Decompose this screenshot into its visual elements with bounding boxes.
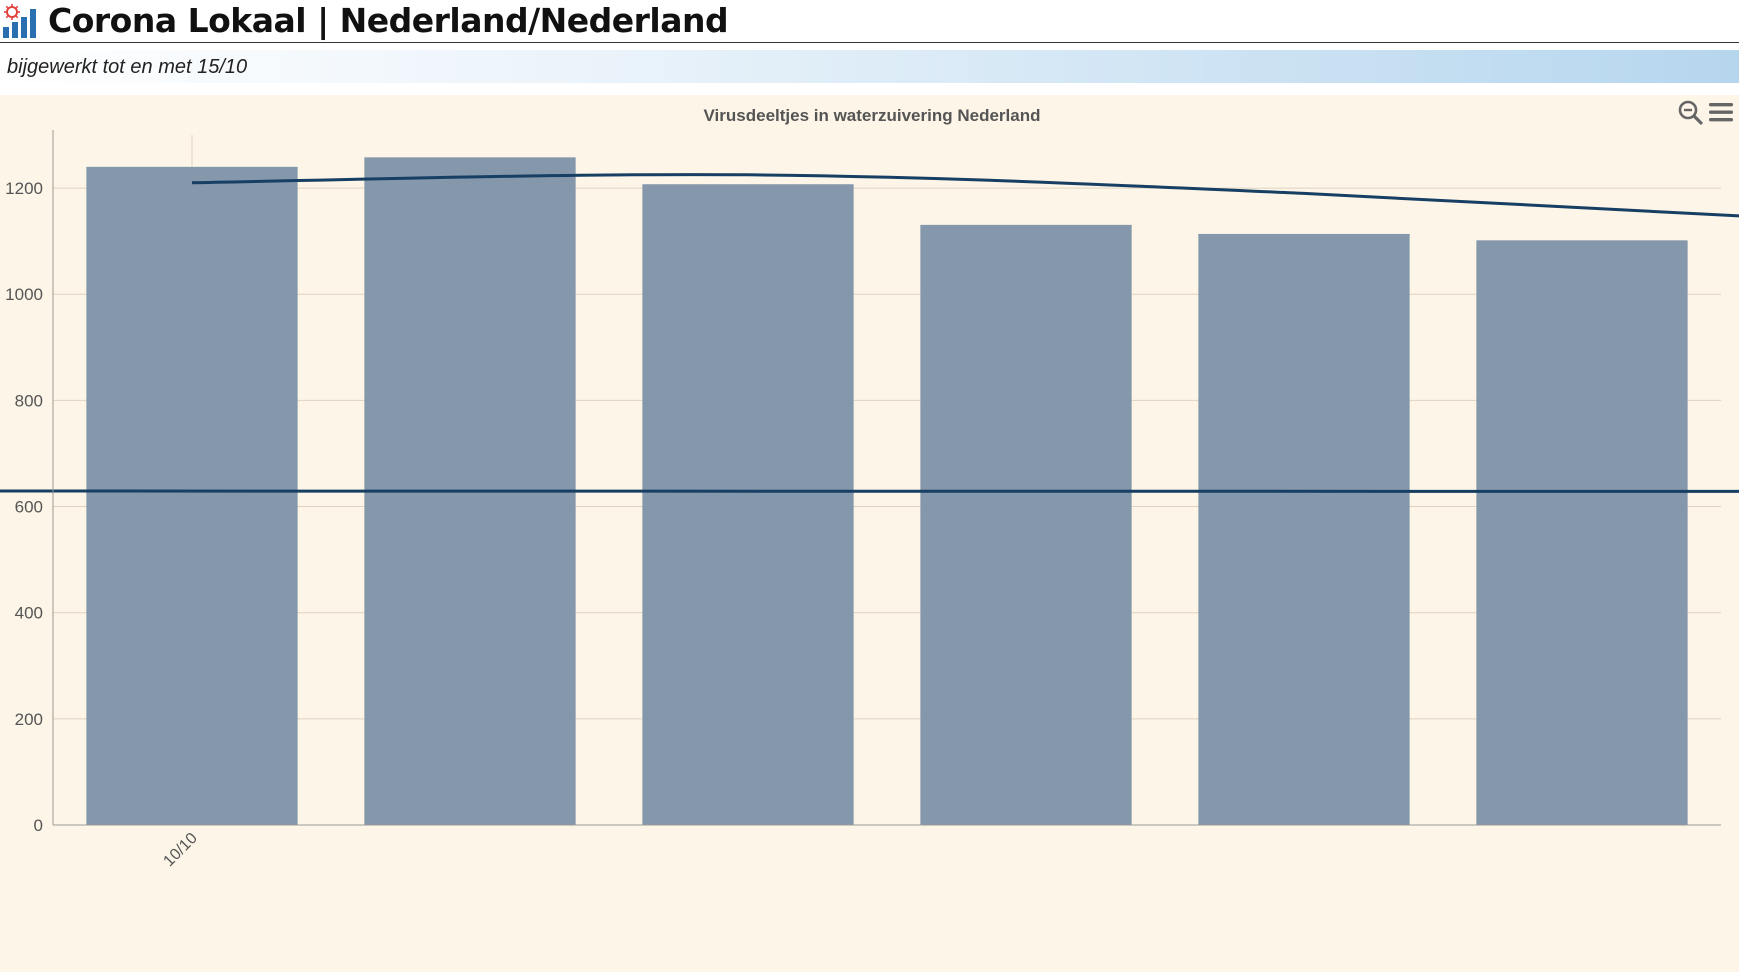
bar-mark — [86, 166, 298, 825]
y-tick-label: 1000 — [5, 285, 43, 304]
chart-container: Virusdeeltjes in waterzuivering Nederlan… — [0, 95, 1739, 972]
bar-series — [86, 157, 1688, 826]
bar-mark — [1198, 233, 1410, 825]
y-tick-label: 800 — [15, 391, 43, 410]
y-tick-label: 200 — [15, 710, 43, 729]
y-tick-label: 1200 — [5, 179, 43, 198]
update-date-label: bijgewerkt tot en met 15/10 — [7, 56, 248, 78]
page-title: Corona Lokaal | Nederland/Nederland — [48, 1, 729, 40]
hamburger-menu-icon[interactable] — [1709, 103, 1733, 122]
virus-chart: Virusdeeltjes in waterzuivering Nederlan… — [0, 100, 1739, 870]
bar-mark — [920, 224, 1132, 826]
y-tick-label: 400 — [15, 604, 43, 623]
y-tick-label: 0 — [34, 816, 43, 835]
chart-title: Virusdeeltjes in waterzuivering Nederlan… — [704, 106, 1041, 125]
update-banner: bijgewerkt tot en met 15/10 — [0, 50, 1739, 83]
x-tick-label: 10/10 — [160, 830, 200, 870]
zoom-out-icon[interactable] — [1678, 100, 1703, 125]
bar-mark — [642, 184, 854, 826]
bar-chart-virus-icon — [3, 4, 36, 38]
page-header: Corona Lokaal | Nederland/Nederland — [0, 0, 1739, 43]
bar-mark — [1476, 240, 1688, 825]
y-tick-label: 600 — [15, 498, 43, 517]
